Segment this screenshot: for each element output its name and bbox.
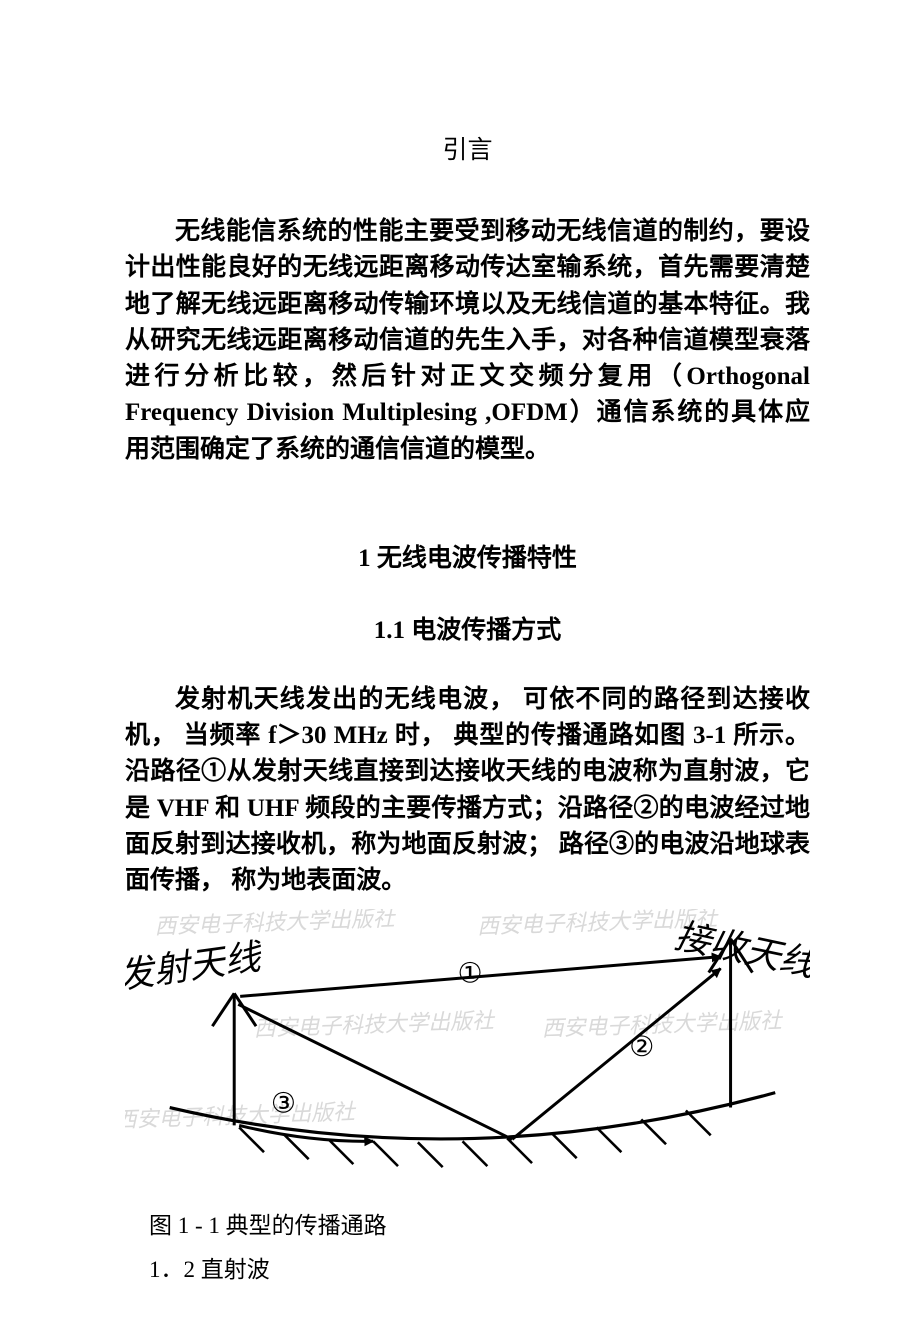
watermark-text: 西安电子科技大学出版社 [125,1100,357,1132]
path-2-label: ② [629,1032,654,1063]
receive-antenna-label: 接收天线 [671,916,810,986]
subsection-1-1-paragraph: 发射机天线发出的无线电波， 可依不同的路径到达接收机， 当频率 f＞30 MHz… [125,682,810,900]
watermark-text: 西安电子科技大学出版社 [541,1009,784,1041]
subsection-1-2-title: 1．2 直射波 [149,1250,810,1284]
path-3-surface [239,1126,373,1142]
path-3-label: ③ [271,1089,296,1120]
intro-title: 引言 [125,130,810,166]
watermark-text: 西安电子科技大学出版社 [154,909,397,939]
path-1-label: ① [458,959,483,990]
figure-1-1-caption: 图 1 - 1 典型的传播通路 [149,1206,810,1240]
intro-paragraph: 无线能信系统的性能主要受到移动无线信道的制约，要设计出性能良好的无线远距离移动传… [125,214,810,468]
transmit-antenna-label: 发射天线 [125,937,266,997]
propagation-paths-diagram: 西安电子科技大学出版社 西安电子科技大学出版社 西安电子科技大学出版社 西安电子… [125,909,810,1192]
figure-1-1: 西安电子科技大学出版社 西安电子科技大学出版社 西安电子科技大学出版社 西安电子… [125,909,810,1192]
watermark-text: 西安电子科技大学出版社 [253,1009,496,1041]
section-1-title: 1 无线电波传播特性 [125,538,810,574]
subsection-1-1-title: 1.1 电波传播方式 [125,610,810,646]
